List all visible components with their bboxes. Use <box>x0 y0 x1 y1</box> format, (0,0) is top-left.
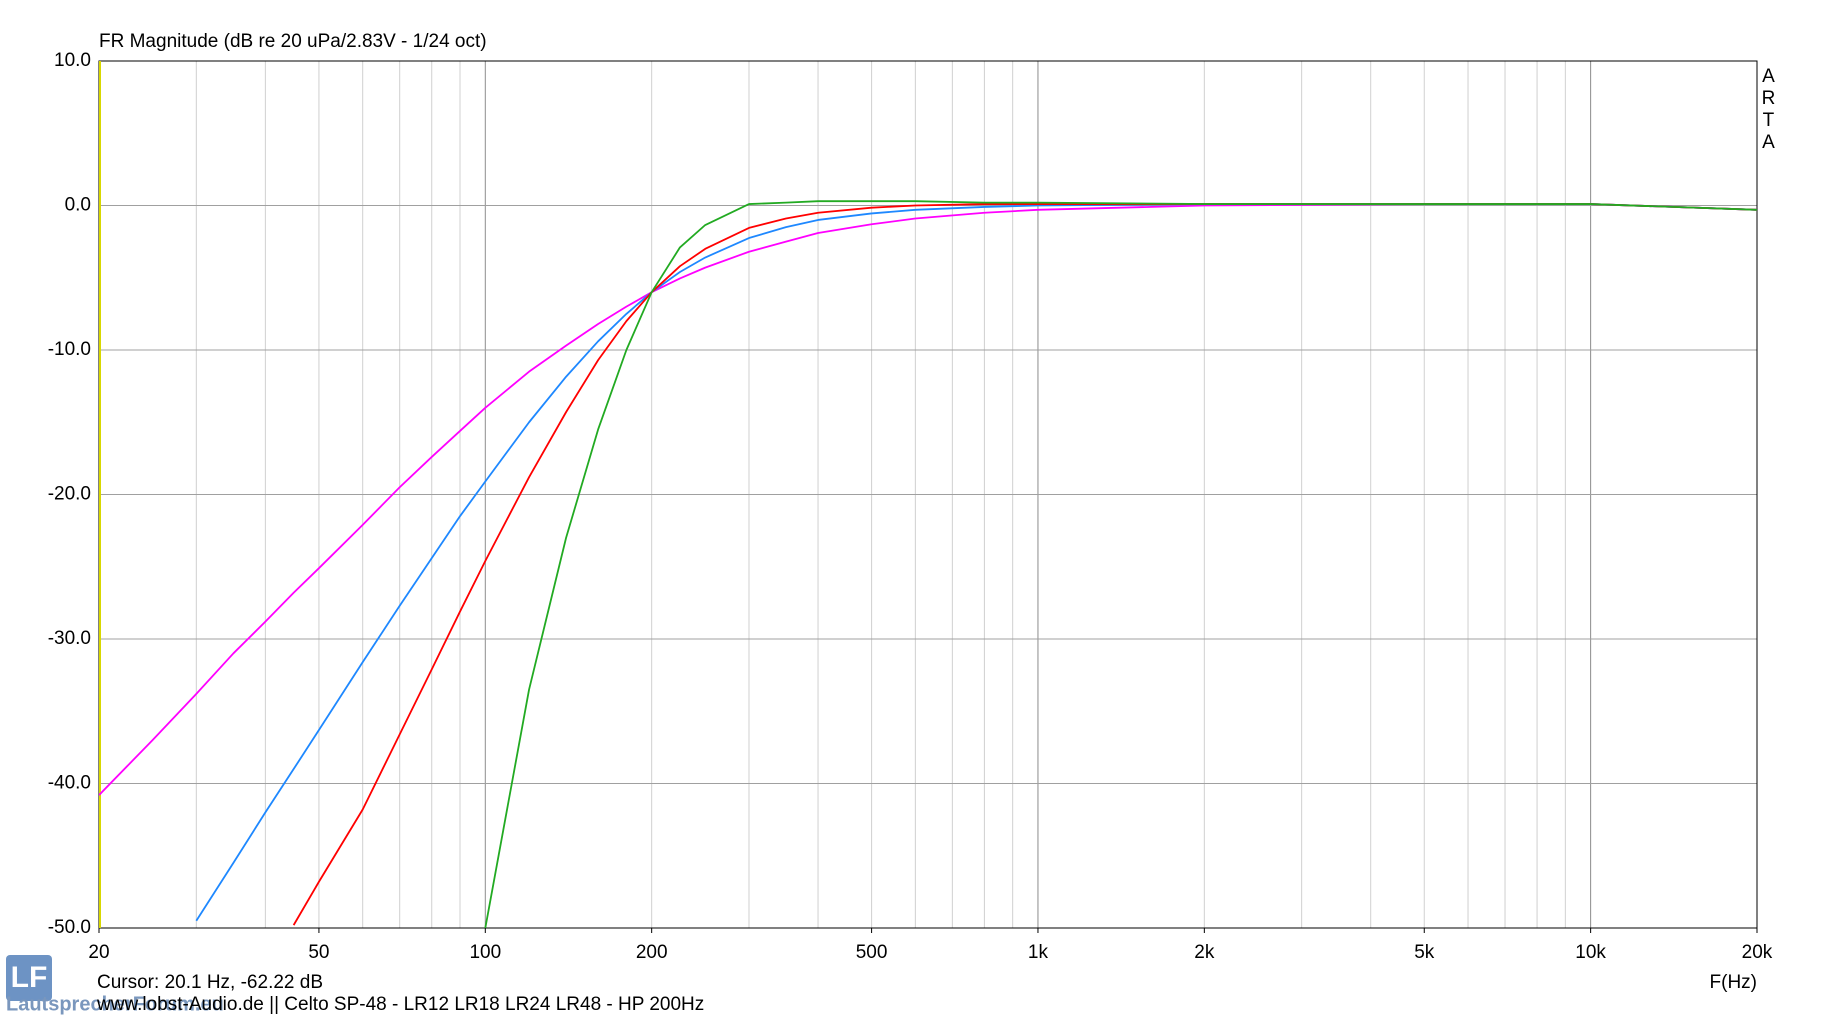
cursor-readout: Cursor: 20.1 Hz, -62.22 dB <box>97 972 323 993</box>
x-tick-label: 500 <box>856 942 888 963</box>
x-tick-label: 100 <box>469 942 501 963</box>
plot-area <box>99 200 1757 928</box>
x-tick-label: 20k <box>1742 942 1773 963</box>
y-tick-label: -20.0 <box>48 484 91 505</box>
x-tick-label: 10k <box>1575 942 1606 963</box>
series-line <box>99 203 1757 796</box>
x-tick-label: 2k <box>1194 942 1215 963</box>
series-line <box>484 200 1757 928</box>
y-tick-label: -40.0 <box>48 773 91 794</box>
x-tick-label: 50 <box>308 942 329 963</box>
chart-title: FR Magnitude (dB re 20 uPa/2.83V - 1/24 … <box>99 31 487 52</box>
brand: ARTA <box>1758 66 1779 154</box>
x-axis-label: F(Hz) <box>1710 972 1757 993</box>
logo-box <box>6 955 52 1001</box>
series-line <box>195 203 1757 922</box>
x-tick-label: 5k <box>1414 942 1435 963</box>
series-line <box>292 203 1757 926</box>
y-tick-label: -10.0 <box>48 339 91 360</box>
y-tick-label: 0.0 <box>65 195 91 216</box>
x-tick-label: 200 <box>636 942 668 963</box>
x-tick-label: 1k <box>1028 942 1049 963</box>
x-tick-label: 20 <box>88 942 109 963</box>
footer: www.lobst-Audio.de || Celto SP-48 - LR12… <box>96 994 704 1015</box>
logo: LF <box>11 961 48 994</box>
y-tick-label: -50.0 <box>48 917 91 938</box>
watermark: LautsprecherForum.eu <box>6 993 224 1015</box>
y-tick-label: -30.0 <box>48 628 91 649</box>
y-tick-label: 10.0 <box>54 50 91 71</box>
